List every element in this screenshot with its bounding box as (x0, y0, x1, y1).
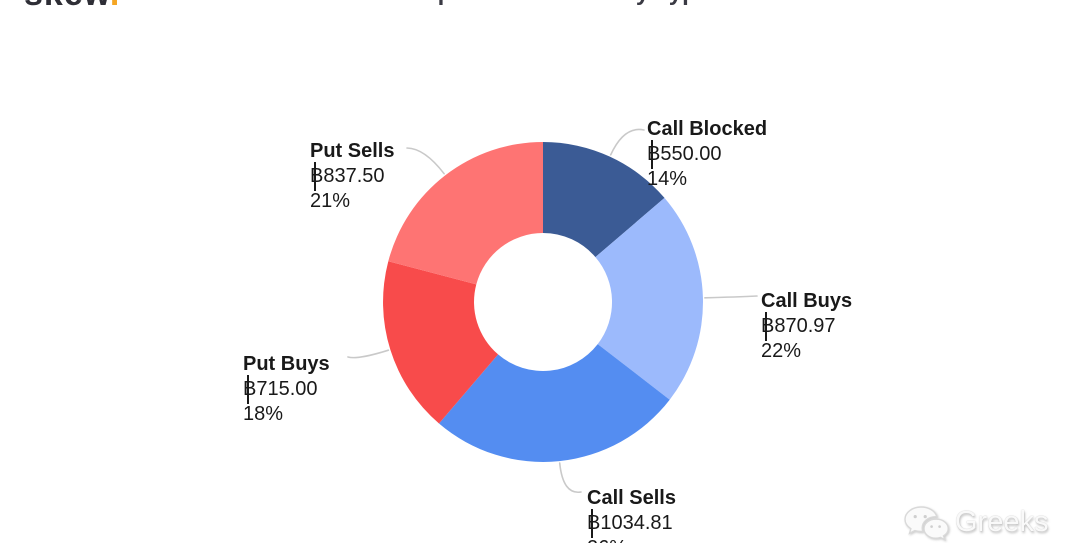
label-call-buys: Call Buys B870.97 22% (761, 289, 852, 364)
slice-label-percent: 14% (647, 168, 688, 190)
slice-label-amount: B1034.81 (587, 509, 673, 538)
donut-slice-call-sells[interactable] (439, 344, 670, 462)
slice-label-name: Call Sells (587, 487, 676, 509)
baht-symbol: B (310, 162, 324, 191)
donut-slice-put-sells[interactable] (388, 142, 543, 285)
baht-symbol: B (647, 140, 661, 169)
donut-slice-call-blocked[interactable] (543, 142, 665, 258)
leader-line-put-buys (347, 349, 390, 359)
label-put-sells: Put Sells B837.50 21% (310, 139, 394, 214)
slice-label-amount: B715.00 (243, 375, 318, 404)
slice-label-percent: 22% (761, 340, 802, 362)
label-call-blocked: Call Blocked B550.00 14% (647, 117, 767, 192)
skew-logo-text: skew (24, 0, 110, 13)
skew-logo-dot: . (110, 0, 120, 13)
leader-line-call-sells (558, 462, 582, 494)
donut-slice-call-buys[interactable] (595, 197, 703, 400)
wechat-icon (904, 506, 949, 541)
slice-label-amount: B837.50 (310, 162, 385, 191)
label-call-sells: Call Sells B1034.81 26% (587, 486, 676, 543)
slice-label-percent: 21% (310, 190, 351, 212)
baht-symbol: B (243, 375, 257, 404)
skew-logo: skew. (24, 0, 120, 14)
slice-label-amount: B870.97 (761, 312, 836, 341)
leader-line-call-buys (704, 295, 758, 299)
slice-label-name: Call Buys (761, 290, 853, 312)
label-put-buys: Put Buys B715.00 18% (243, 352, 330, 427)
watermark-text: Greeks (955, 505, 1049, 538)
slice-label-percent: 18% (243, 403, 284, 425)
donut-slice-put-buys[interactable] (383, 261, 499, 424)
clipped-title: BTC Options Volumes by Type (363, 0, 710, 7)
leader-line-call-blocked (609, 128, 645, 156)
slice-label-amount: B550.00 (647, 140, 722, 169)
slice-label-name: Put Buys (243, 353, 330, 375)
baht-symbol: B (587, 509, 601, 538)
slice-label-name: Put Sells (310, 140, 395, 162)
slice-label-percent: 26% (587, 536, 676, 543)
baht-symbol: B (761, 312, 775, 341)
wechat-watermark: Greeks (903, 503, 1048, 541)
leader-line-put-sells (406, 147, 445, 175)
slice-label-name: Call Blocked (647, 118, 768, 140)
